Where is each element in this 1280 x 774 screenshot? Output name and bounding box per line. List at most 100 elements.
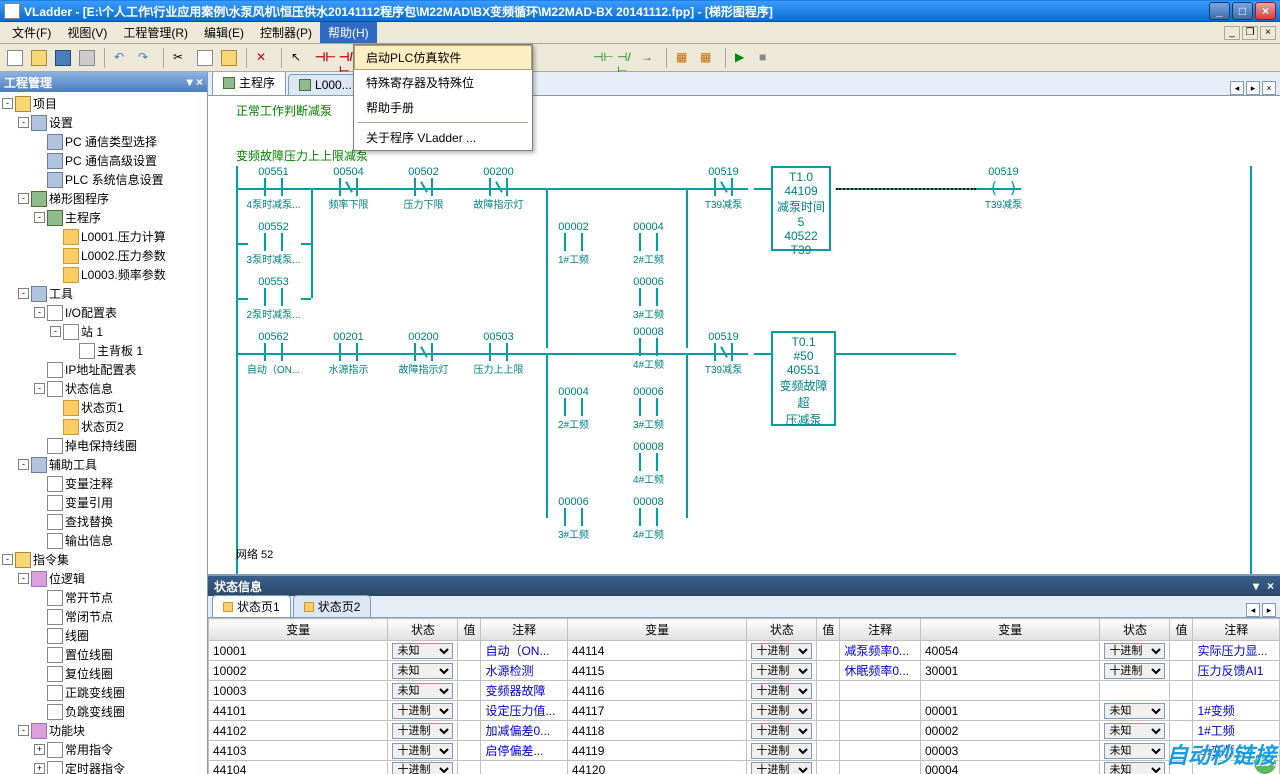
grid-cell[interactable] xyxy=(817,761,840,774)
var-input[interactable] xyxy=(572,684,742,698)
var-input[interactable] xyxy=(572,744,742,758)
editor-tab[interactable]: 主程序 xyxy=(212,72,286,95)
grid-header[interactable]: 状态 xyxy=(1100,619,1170,641)
tool-d[interactable]: ▦ xyxy=(673,47,695,69)
tree-node[interactable]: +定时器指令 xyxy=(2,759,205,774)
status-select[interactable]: 十进制 xyxy=(1104,643,1165,659)
menu-4[interactable]: 控制器(P) xyxy=(252,22,320,43)
var-input[interactable] xyxy=(572,763,742,774)
status-grid-wrap[interactable]: 变量状态值注释变量状态值注释变量状态值注释未知自动（ON...十进制减泵频率0.… xyxy=(208,618,1280,774)
status-select[interactable]: 未知 xyxy=(392,643,453,659)
grid-header[interactable]: 状态 xyxy=(388,619,458,641)
grid-header[interactable]: 变量 xyxy=(920,619,1099,641)
tree-node[interactable]: -梯形图程序 xyxy=(2,189,205,208)
grid-cell[interactable] xyxy=(840,681,921,701)
tool-a[interactable]: ⊣⊢ xyxy=(590,47,612,69)
grid-cell[interactable] xyxy=(209,701,388,721)
grid-cell[interactable] xyxy=(817,641,840,661)
ladder-contact[interactable]: 000084#工频 xyxy=(621,496,676,541)
tree-node[interactable]: IP地址配置表 xyxy=(2,360,205,379)
grid-cell[interactable] xyxy=(209,761,388,774)
dropdown-item[interactable]: 关于程序 VLadder ... xyxy=(354,125,532,150)
grid-header[interactable]: 状态 xyxy=(747,619,817,641)
grid-header[interactable]: 注释 xyxy=(1193,619,1280,641)
grid-cell[interactable] xyxy=(920,661,1099,681)
grid-cell[interactable]: 十进制 xyxy=(388,701,458,721)
ladder-contact[interactable]: 000063#工频 xyxy=(621,386,676,431)
ladder-contact[interactable]: 005532泵时减泵... xyxy=(246,276,301,321)
grid-cell[interactable]: 十进制 xyxy=(747,721,817,741)
ladder-contact[interactable]: 00200故障指示灯 xyxy=(471,166,526,211)
menu-3[interactable]: 编辑(E) xyxy=(196,22,252,43)
grid-cell[interactable] xyxy=(1193,681,1280,701)
menu-5[interactable]: 帮助(H) xyxy=(320,22,377,43)
grid-cell[interactable] xyxy=(1170,761,1193,774)
close-button[interactable]: × xyxy=(1255,2,1276,20)
status-select[interactable]: 十进制 xyxy=(392,743,453,759)
status-select[interactable]: 未知 xyxy=(1104,703,1165,719)
stop-button[interactable]: ■ xyxy=(756,47,778,69)
tree-node[interactable]: 变量引用 xyxy=(2,493,205,512)
menu-2[interactable]: 工程管理(R) xyxy=(115,22,196,43)
status-tab[interactable]: 状态页2 xyxy=(293,595,372,617)
grid-cell[interactable]: 减泵频率0... xyxy=(840,641,921,661)
ladder-function-block[interactable]: T1.044109减泵时间540522T39 xyxy=(771,166,831,251)
grid-cell[interactable] xyxy=(1170,661,1193,681)
copy-button[interactable] xyxy=(194,47,216,69)
grid-cell[interactable] xyxy=(920,721,1099,741)
tree-node[interactable]: 查找替换 xyxy=(2,512,205,531)
tab-next[interactable]: ▸ xyxy=(1246,81,1260,95)
menu-1[interactable]: 视图(V) xyxy=(59,22,115,43)
grid-cell[interactable] xyxy=(458,761,481,774)
ladder-contact[interactable]: 000063#工频 xyxy=(546,496,601,541)
grid-cell[interactable]: 未知 xyxy=(1100,721,1170,741)
var-input[interactable] xyxy=(572,664,742,678)
grid-cell[interactable]: 变频器故障 xyxy=(481,681,567,701)
redo-button[interactable]: ↷ xyxy=(135,47,157,69)
var-input[interactable] xyxy=(213,684,383,698)
grid-cell[interactable]: 未知 xyxy=(1100,761,1170,774)
status-select[interactable]: 未知 xyxy=(1104,762,1165,774)
ladder-contact[interactable]: 000084#工频 xyxy=(621,326,676,371)
var-input[interactable] xyxy=(572,644,742,658)
mdi-close[interactable]: × xyxy=(1260,26,1276,40)
print-button[interactable] xyxy=(76,47,98,69)
grid-cell[interactable] xyxy=(567,641,746,661)
status-select[interactable]: 未知 xyxy=(1104,743,1165,759)
grid-cell[interactable] xyxy=(920,641,1099,661)
sidebar-pin-icon[interactable]: ▾ × xyxy=(187,75,203,89)
var-input[interactable] xyxy=(925,724,1095,738)
open-button[interactable] xyxy=(28,47,50,69)
no-contact-button[interactable]: ⊣⊢ xyxy=(312,47,334,69)
ladder-contact[interactable]: 00200故障指示灯 xyxy=(396,331,451,376)
grid-cell[interactable] xyxy=(567,701,746,721)
status-select[interactable]: 十进制 xyxy=(751,663,812,679)
grid-cell[interactable] xyxy=(458,681,481,701)
cut-button[interactable]: ✂ xyxy=(170,47,192,69)
tree-node[interactable]: L0003.频率参数 xyxy=(2,265,205,284)
tree-node[interactable]: 正跳变线圈 xyxy=(2,683,205,702)
tree-node[interactable]: 状态页1 xyxy=(2,398,205,417)
grid-cell[interactable] xyxy=(920,741,1099,761)
grid-cell[interactable]: 未知 xyxy=(388,661,458,681)
tree-node[interactable]: L0001.压力计算 xyxy=(2,227,205,246)
grid-cell[interactable] xyxy=(458,721,481,741)
grid-cell[interactable] xyxy=(481,761,567,774)
status-select[interactable]: 十进制 xyxy=(751,762,812,774)
grid-cell[interactable] xyxy=(567,661,746,681)
tree-node[interactable]: -辅助工具 xyxy=(2,455,205,474)
tree-node[interactable]: -工具 xyxy=(2,284,205,303)
ladder-editor[interactable]: 正常工作判断减泵 变频故障压力上上限减泵 005514泵时减泵...00504频… xyxy=(208,96,1280,574)
var-input[interactable] xyxy=(213,644,383,658)
var-input[interactable] xyxy=(925,664,1095,678)
ladder-contact[interactable]: 000042#工频 xyxy=(621,221,676,266)
grid-cell[interactable] xyxy=(458,661,481,681)
ladder-contact[interactable]: 00504频率下限 xyxy=(321,166,376,211)
grid-cell[interactable] xyxy=(1170,721,1193,741)
tree-node[interactable]: +常用指令 xyxy=(2,740,205,759)
ladder-contact[interactable]: 00519T39减泵 xyxy=(696,166,751,211)
grid-cell[interactable] xyxy=(209,721,388,741)
status-select[interactable]: 未知 xyxy=(1104,723,1165,739)
grid-cell[interactable]: 未知 xyxy=(1100,741,1170,761)
status-tab[interactable]: 状态页1 xyxy=(212,595,291,617)
